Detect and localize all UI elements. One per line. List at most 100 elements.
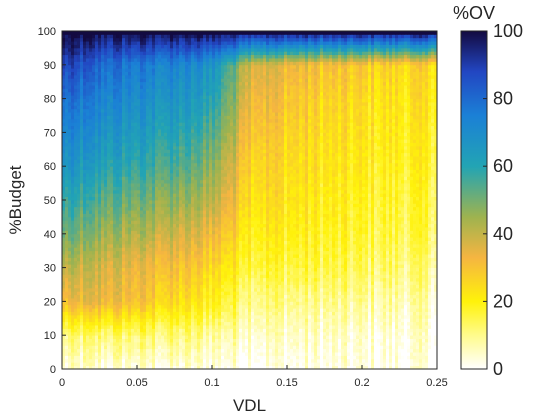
heatmap-cell: [209, 318, 213, 323]
heatmap-cell: [269, 254, 273, 258]
heatmap-cell: [248, 237, 252, 241]
heatmap-cell: [137, 318, 141, 323]
heatmap-cell: [293, 270, 297, 275]
heatmap-cell: [89, 274, 93, 279]
heatmap-cell: [419, 318, 423, 323]
heatmap-cell: [221, 365, 225, 370]
heatmap-cell: [248, 328, 252, 333]
heatmap-cell: [95, 321, 99, 326]
heatmap-cell: [113, 240, 117, 245]
heatmap-cell: [320, 257, 324, 262]
heatmap-cell: [302, 240, 306, 245]
heatmap-cell: [197, 254, 201, 258]
heatmap-cell: [323, 355, 327, 360]
heatmap-cell: [254, 254, 258, 258]
heatmap-cell: [299, 311, 303, 316]
heatmap-cell: [293, 298, 297, 302]
heatmap-cell: [284, 345, 288, 350]
heatmap-cell: [182, 254, 186, 258]
heatmap-cell: [341, 355, 345, 360]
heatmap-cell: [83, 257, 87, 262]
heatmap-cell: [119, 277, 123, 282]
heatmap-cell: [428, 352, 432, 356]
heatmap-cell: [425, 277, 429, 282]
heatmap-cell: [89, 270, 93, 275]
heatmap-cell: [347, 281, 351, 285]
heatmap-cell: [194, 294, 198, 299]
heatmap-cell: [164, 341, 168, 346]
heatmap-cell: [242, 328, 246, 333]
heatmap-cell: [107, 270, 111, 275]
heatmap-cell: [182, 281, 186, 285]
heatmap-cell: [134, 345, 138, 350]
heatmap-cell: [212, 352, 216, 356]
heatmap-cell: [236, 301, 240, 306]
heatmap-cell: [251, 308, 255, 312]
heatmap-cell: [143, 298, 147, 302]
heatmap-cell: [284, 250, 288, 255]
heatmap-cell: [140, 308, 144, 312]
heatmap-cell: [362, 318, 366, 323]
heatmap-cell: [230, 264, 234, 268]
heatmap-cell: [356, 352, 360, 356]
heatmap-cell: [185, 335, 189, 339]
heatmap-cell: [101, 325, 105, 329]
heatmap-cell: [389, 304, 393, 309]
heatmap-cell: [68, 311, 72, 316]
heatmap-cell: [215, 335, 219, 339]
heatmap-cell: [278, 274, 282, 279]
heatmap-cell: [146, 267, 150, 272]
heatmap-cell: [146, 328, 150, 333]
heatmap-cell: [362, 325, 366, 329]
heatmap-cell: [275, 355, 279, 360]
heatmap-cell: [365, 250, 369, 255]
heatmap-cell: [161, 345, 165, 350]
heatmap-cell: [398, 341, 402, 346]
heatmap-cell: [152, 247, 156, 252]
heatmap-cell: [254, 308, 258, 312]
heatmap-cell: [374, 341, 378, 346]
heatmap-cell: [167, 338, 171, 343]
heatmap-cell: [119, 254, 123, 258]
heatmap-cell: [302, 331, 306, 336]
heatmap-cell: [200, 294, 204, 299]
heatmap-cell: [227, 341, 231, 346]
heatmap-cell: [179, 331, 183, 336]
heatmap-cell: [71, 345, 75, 350]
heatmap-cell: [113, 237, 117, 241]
heatmap-cell: [128, 237, 132, 241]
heatmap-cell: [248, 274, 252, 279]
heatmap-cell: [275, 264, 279, 268]
heatmap-cell: [368, 277, 372, 282]
heatmap-cell: [65, 281, 69, 285]
heatmap-cell: [92, 237, 96, 241]
heatmap-cell: [263, 240, 267, 245]
heatmap-cell: [197, 318, 201, 323]
heatmap-cell: [398, 298, 402, 302]
heatmap-cell: [323, 301, 327, 306]
heatmap-cell: [179, 264, 183, 268]
heatmap-cell: [434, 325, 438, 329]
heatmap-cell: [329, 331, 333, 336]
heatmap-cell: [344, 365, 348, 370]
heatmap-cell: [371, 365, 375, 370]
heatmap-cell: [251, 348, 255, 353]
heatmap-cell: [428, 294, 432, 299]
heatmap-cell: [155, 311, 159, 316]
heatmap-cell: [140, 362, 144, 367]
heatmap-cell: [116, 362, 120, 367]
heatmap-cell: [173, 260, 177, 265]
heatmap-cell: [425, 328, 429, 333]
heatmap-cell: [182, 338, 186, 343]
heatmap-cell: [350, 335, 354, 339]
heatmap-cell: [356, 264, 360, 268]
heatmap-cell: [338, 311, 342, 316]
heatmap-cell: [194, 267, 198, 272]
heatmap-cell: [257, 331, 261, 336]
heatmap-cell: [362, 267, 366, 272]
heatmap-cell: [143, 267, 147, 272]
heatmap-cell: [128, 304, 132, 309]
heatmap-cell: [224, 321, 228, 326]
heatmap-cell: [404, 274, 408, 279]
heatmap-cell: [155, 352, 159, 356]
